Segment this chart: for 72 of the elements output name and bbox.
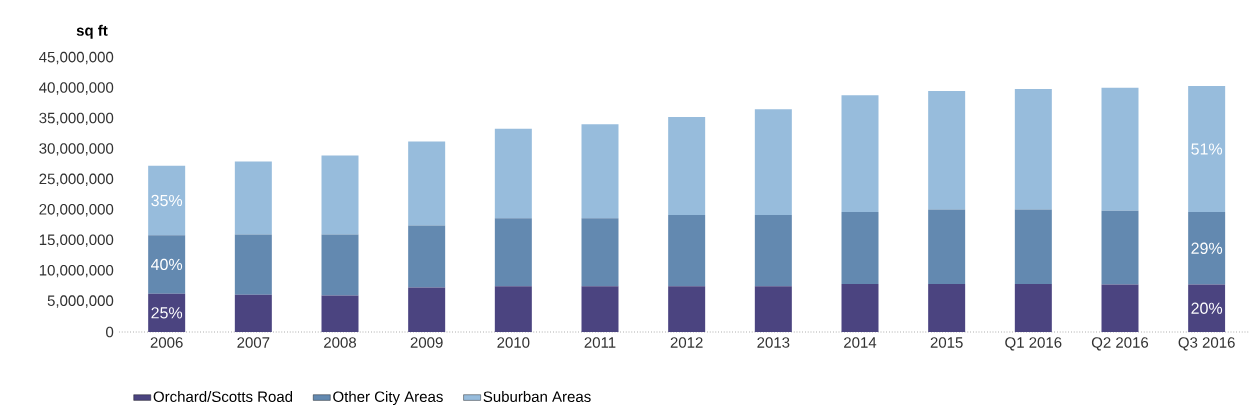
x-tick-label: 2013 xyxy=(757,337,790,348)
y-tick-label: 30,000,000 xyxy=(39,143,114,156)
bar xyxy=(321,295,359,332)
bar xyxy=(494,218,532,287)
legend-label: Suburban Areas xyxy=(483,391,591,403)
x-tick-label: 2006 xyxy=(150,337,183,348)
x-tick-label: 2012 xyxy=(670,337,703,348)
bar xyxy=(1014,283,1052,332)
bar xyxy=(494,286,532,332)
annotation: 40% xyxy=(151,258,183,271)
annotation: 51% xyxy=(1191,143,1223,155)
annotation: 35% xyxy=(151,194,183,207)
bar xyxy=(234,294,272,332)
bar xyxy=(148,293,186,332)
x-tick-label: 2014 xyxy=(844,337,877,348)
bar xyxy=(581,124,619,219)
bar xyxy=(148,235,186,294)
bar xyxy=(581,218,619,287)
x-tick-label: 2010 xyxy=(497,337,530,348)
bar xyxy=(928,283,966,332)
annotation: 20% xyxy=(1191,302,1223,314)
bar xyxy=(1188,86,1226,213)
y-tick-label: 15,000,000 xyxy=(39,234,114,247)
bar xyxy=(841,212,879,284)
bar xyxy=(754,286,792,332)
y-tick-label: 10,000,000 xyxy=(39,264,114,278)
bar xyxy=(408,225,446,288)
x-tick-label: 2008 xyxy=(324,337,357,348)
bar xyxy=(928,209,966,284)
bar xyxy=(841,283,879,332)
bar xyxy=(581,286,619,332)
x-tick-label: 2009 xyxy=(410,337,443,348)
bar xyxy=(234,161,272,235)
bar xyxy=(754,215,792,287)
bar xyxy=(928,90,966,210)
bar xyxy=(494,128,532,219)
bar xyxy=(1188,284,1226,332)
x-tick-label: Q2 2016 xyxy=(1091,337,1149,351)
bar xyxy=(234,234,272,295)
bar xyxy=(668,117,706,216)
x-tick-label: 2007 xyxy=(237,337,270,348)
y-tick-label: 20,000,000 xyxy=(39,204,114,217)
bar xyxy=(1014,89,1052,210)
bar xyxy=(668,215,706,287)
annotation: 29% xyxy=(1191,242,1223,254)
x-tick-label: Q3 2016 xyxy=(1178,337,1235,351)
bar xyxy=(408,287,446,332)
bar xyxy=(1101,284,1139,332)
bar xyxy=(321,234,359,296)
y-tick-label: 45,000,000 xyxy=(39,51,114,65)
x-tick-label: Q1 2016 xyxy=(1005,337,1062,351)
bar xyxy=(321,155,359,235)
y-tick-label: 25,000,000 xyxy=(39,173,114,186)
y-tick-label: 40,000,000 xyxy=(39,82,114,95)
bar xyxy=(1014,209,1052,284)
bar xyxy=(668,286,706,332)
annotation: 25% xyxy=(151,307,183,319)
y-tick-label: 0 xyxy=(106,326,114,338)
x-tick-label: 2011 xyxy=(584,337,616,348)
legend-label: Orchard/Scotts Road xyxy=(153,391,293,403)
y-axis-title: sq ft xyxy=(76,24,108,39)
bar xyxy=(841,95,879,213)
bar xyxy=(1188,212,1226,285)
bar xyxy=(754,109,792,216)
bar xyxy=(1101,210,1139,285)
y-tick-label: 5,000,000 xyxy=(47,295,114,308)
bar xyxy=(408,141,446,226)
y-tick-label: 35,000,000 xyxy=(39,112,114,126)
bar xyxy=(148,165,186,236)
bar xyxy=(1101,87,1139,211)
x-tick-label: 2015 xyxy=(930,337,963,348)
legend-label: Other City Areas xyxy=(333,391,443,405)
